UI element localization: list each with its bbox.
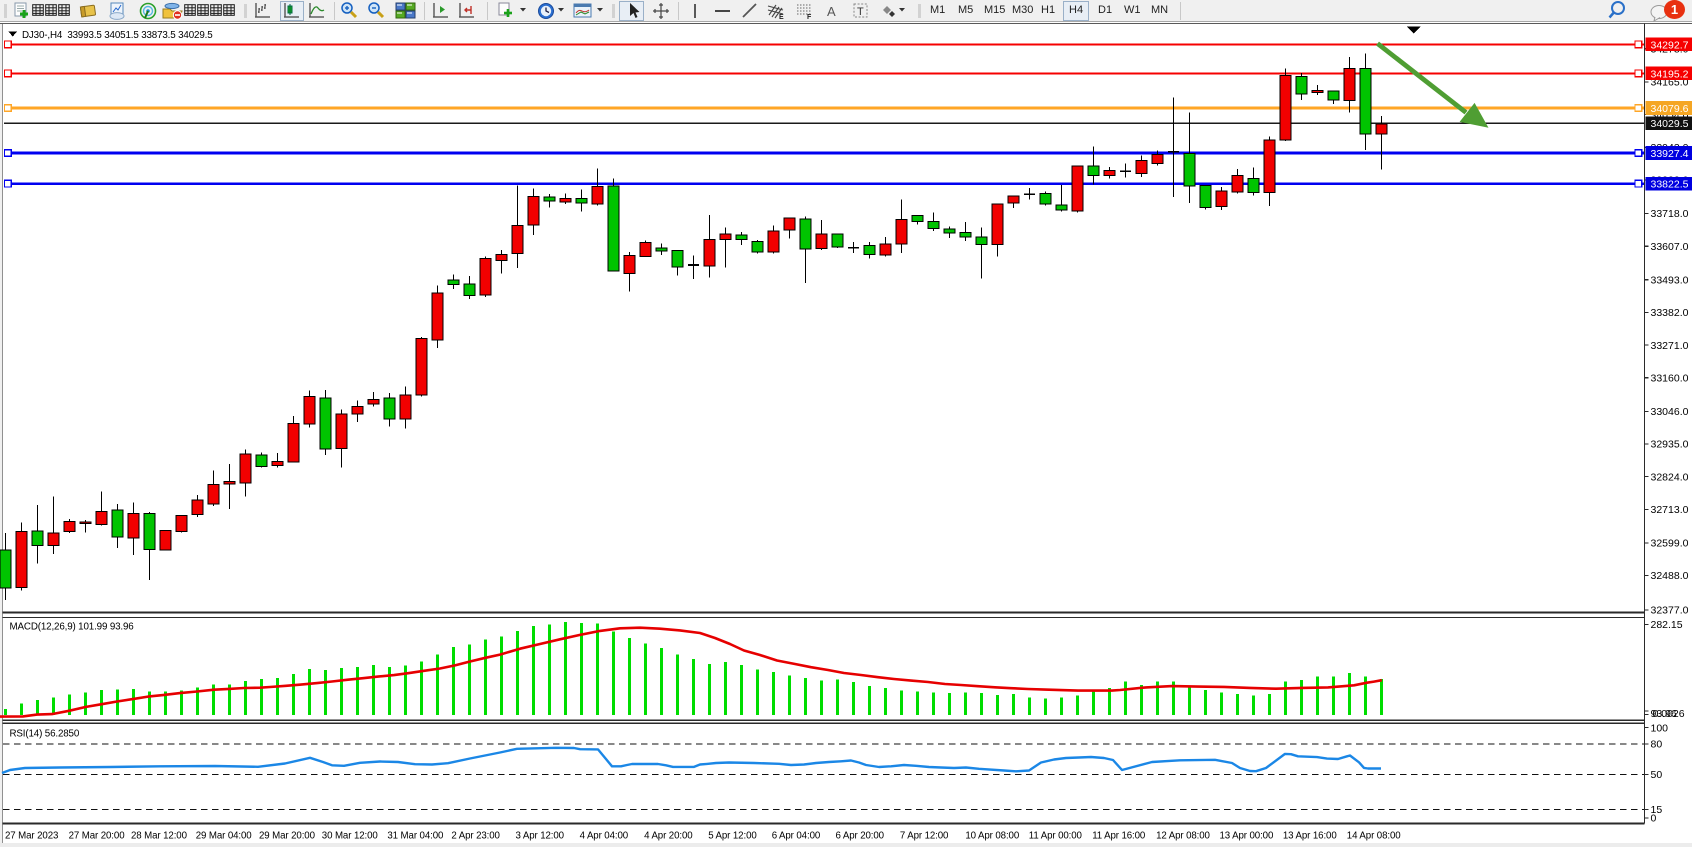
svg-text:10 Apr 08:00: 10 Apr 08:00 [965,831,1019,842]
svg-text:33271.0: 33271.0 [1651,340,1689,352]
svg-text:33927.4: 33927.4 [1651,148,1689,160]
svg-text:DJ30-,H4 33993.5 34051.5 3387: DJ30-,H4 33993.5 34051.5 33873.5 34029.5 [22,30,213,41]
svg-text:29 Mar 04:00: 29 Mar 04:00 [196,831,253,842]
svg-text:F: F [807,14,812,20]
svg-text:33160.0: 33160.0 [1651,372,1689,384]
svg-text:34195.2: 34195.2 [1651,68,1689,80]
svg-text:0.0026: 0.0026 [1653,708,1685,720]
svg-text:5 Apr 12:00: 5 Apr 12:00 [708,831,757,842]
svg-text:6 Apr 20:00: 6 Apr 20:00 [836,831,885,842]
svg-text:27 Mar 2023: 27 Mar 2023 [5,831,58,842]
svg-text:28 Mar 12:00: 28 Mar 12:00 [131,831,188,842]
svg-text:33493.0: 33493.0 [1651,274,1689,286]
svg-text:RSI(14) 56.2850: RSI(14) 56.2850 [10,729,80,740]
svg-text:3 Apr 12:00: 3 Apr 12:00 [516,831,565,842]
svg-text:34029.5: 34029.5 [1651,118,1689,130]
svg-text:32377.0: 32377.0 [1651,605,1689,617]
svg-text:4 Apr 04:00: 4 Apr 04:00 [580,831,629,842]
svg-text:14 Apr 08:00: 14 Apr 08:00 [1347,831,1401,842]
svg-text:MACD(12,26,9) 101.99 93.96: MACD(12,26,9) 101.99 93.96 [10,622,135,633]
svg-text:0: 0 [1651,813,1657,825]
svg-text:12 Apr 08:00: 12 Apr 08:00 [1156,831,1210,842]
svg-text:33046.0: 33046.0 [1651,406,1689,418]
svg-text:4 Apr 20:00: 4 Apr 20:00 [644,831,693,842]
svg-text:29 Mar 20:00: 29 Mar 20:00 [259,831,316,842]
svg-text:32713.0: 32713.0 [1651,504,1689,516]
svg-text:33382.0: 33382.0 [1651,307,1689,319]
svg-text:E: E [779,14,784,20]
svg-text:282.15: 282.15 [1651,619,1683,631]
svg-text:50: 50 [1651,769,1663,781]
svg-text:13 Apr 00:00: 13 Apr 00:00 [1220,831,1274,842]
svg-text:93.96: 93.96 [1651,708,1677,720]
svg-text:11 Apr 16:00: 11 Apr 16:00 [1092,831,1146,842]
svg-text:32935.0: 32935.0 [1651,439,1689,451]
svg-text:33718.0: 33718.0 [1651,208,1689,220]
svg-text:30 Mar 12:00: 30 Mar 12:00 [322,831,379,842]
svg-text:27 Mar 20:00: 27 Mar 20:00 [69,831,126,842]
svg-text:11 Apr 00:00: 11 Apr 00:00 [1029,831,1083,842]
svg-text:T: T [857,6,864,18]
svg-text:32599.0: 32599.0 [1651,538,1689,550]
svg-text:13 Apr 16:00: 13 Apr 16:00 [1283,831,1337,842]
svg-text:7 Apr 12:00: 7 Apr 12:00 [900,831,949,842]
svg-text:34292.7: 34292.7 [1651,39,1689,51]
svg-text:100: 100 [1651,722,1669,734]
svg-text:2 Apr 23:00: 2 Apr 23:00 [451,831,500,842]
svg-text:15: 15 [1651,804,1663,816]
svg-text:34079.6: 34079.6 [1651,103,1689,115]
svg-text:6 Apr 04:00: 6 Apr 04:00 [772,831,821,842]
svg-text:80: 80 [1651,739,1663,751]
svg-text:32488.0: 32488.0 [1651,570,1689,582]
svg-text:32824.0: 32824.0 [1651,471,1689,483]
svg-text:33607.0: 33607.0 [1651,241,1689,253]
svg-text:31 Mar 04:00: 31 Mar 04:00 [387,831,444,842]
svg-text:33822.5: 33822.5 [1651,179,1689,191]
